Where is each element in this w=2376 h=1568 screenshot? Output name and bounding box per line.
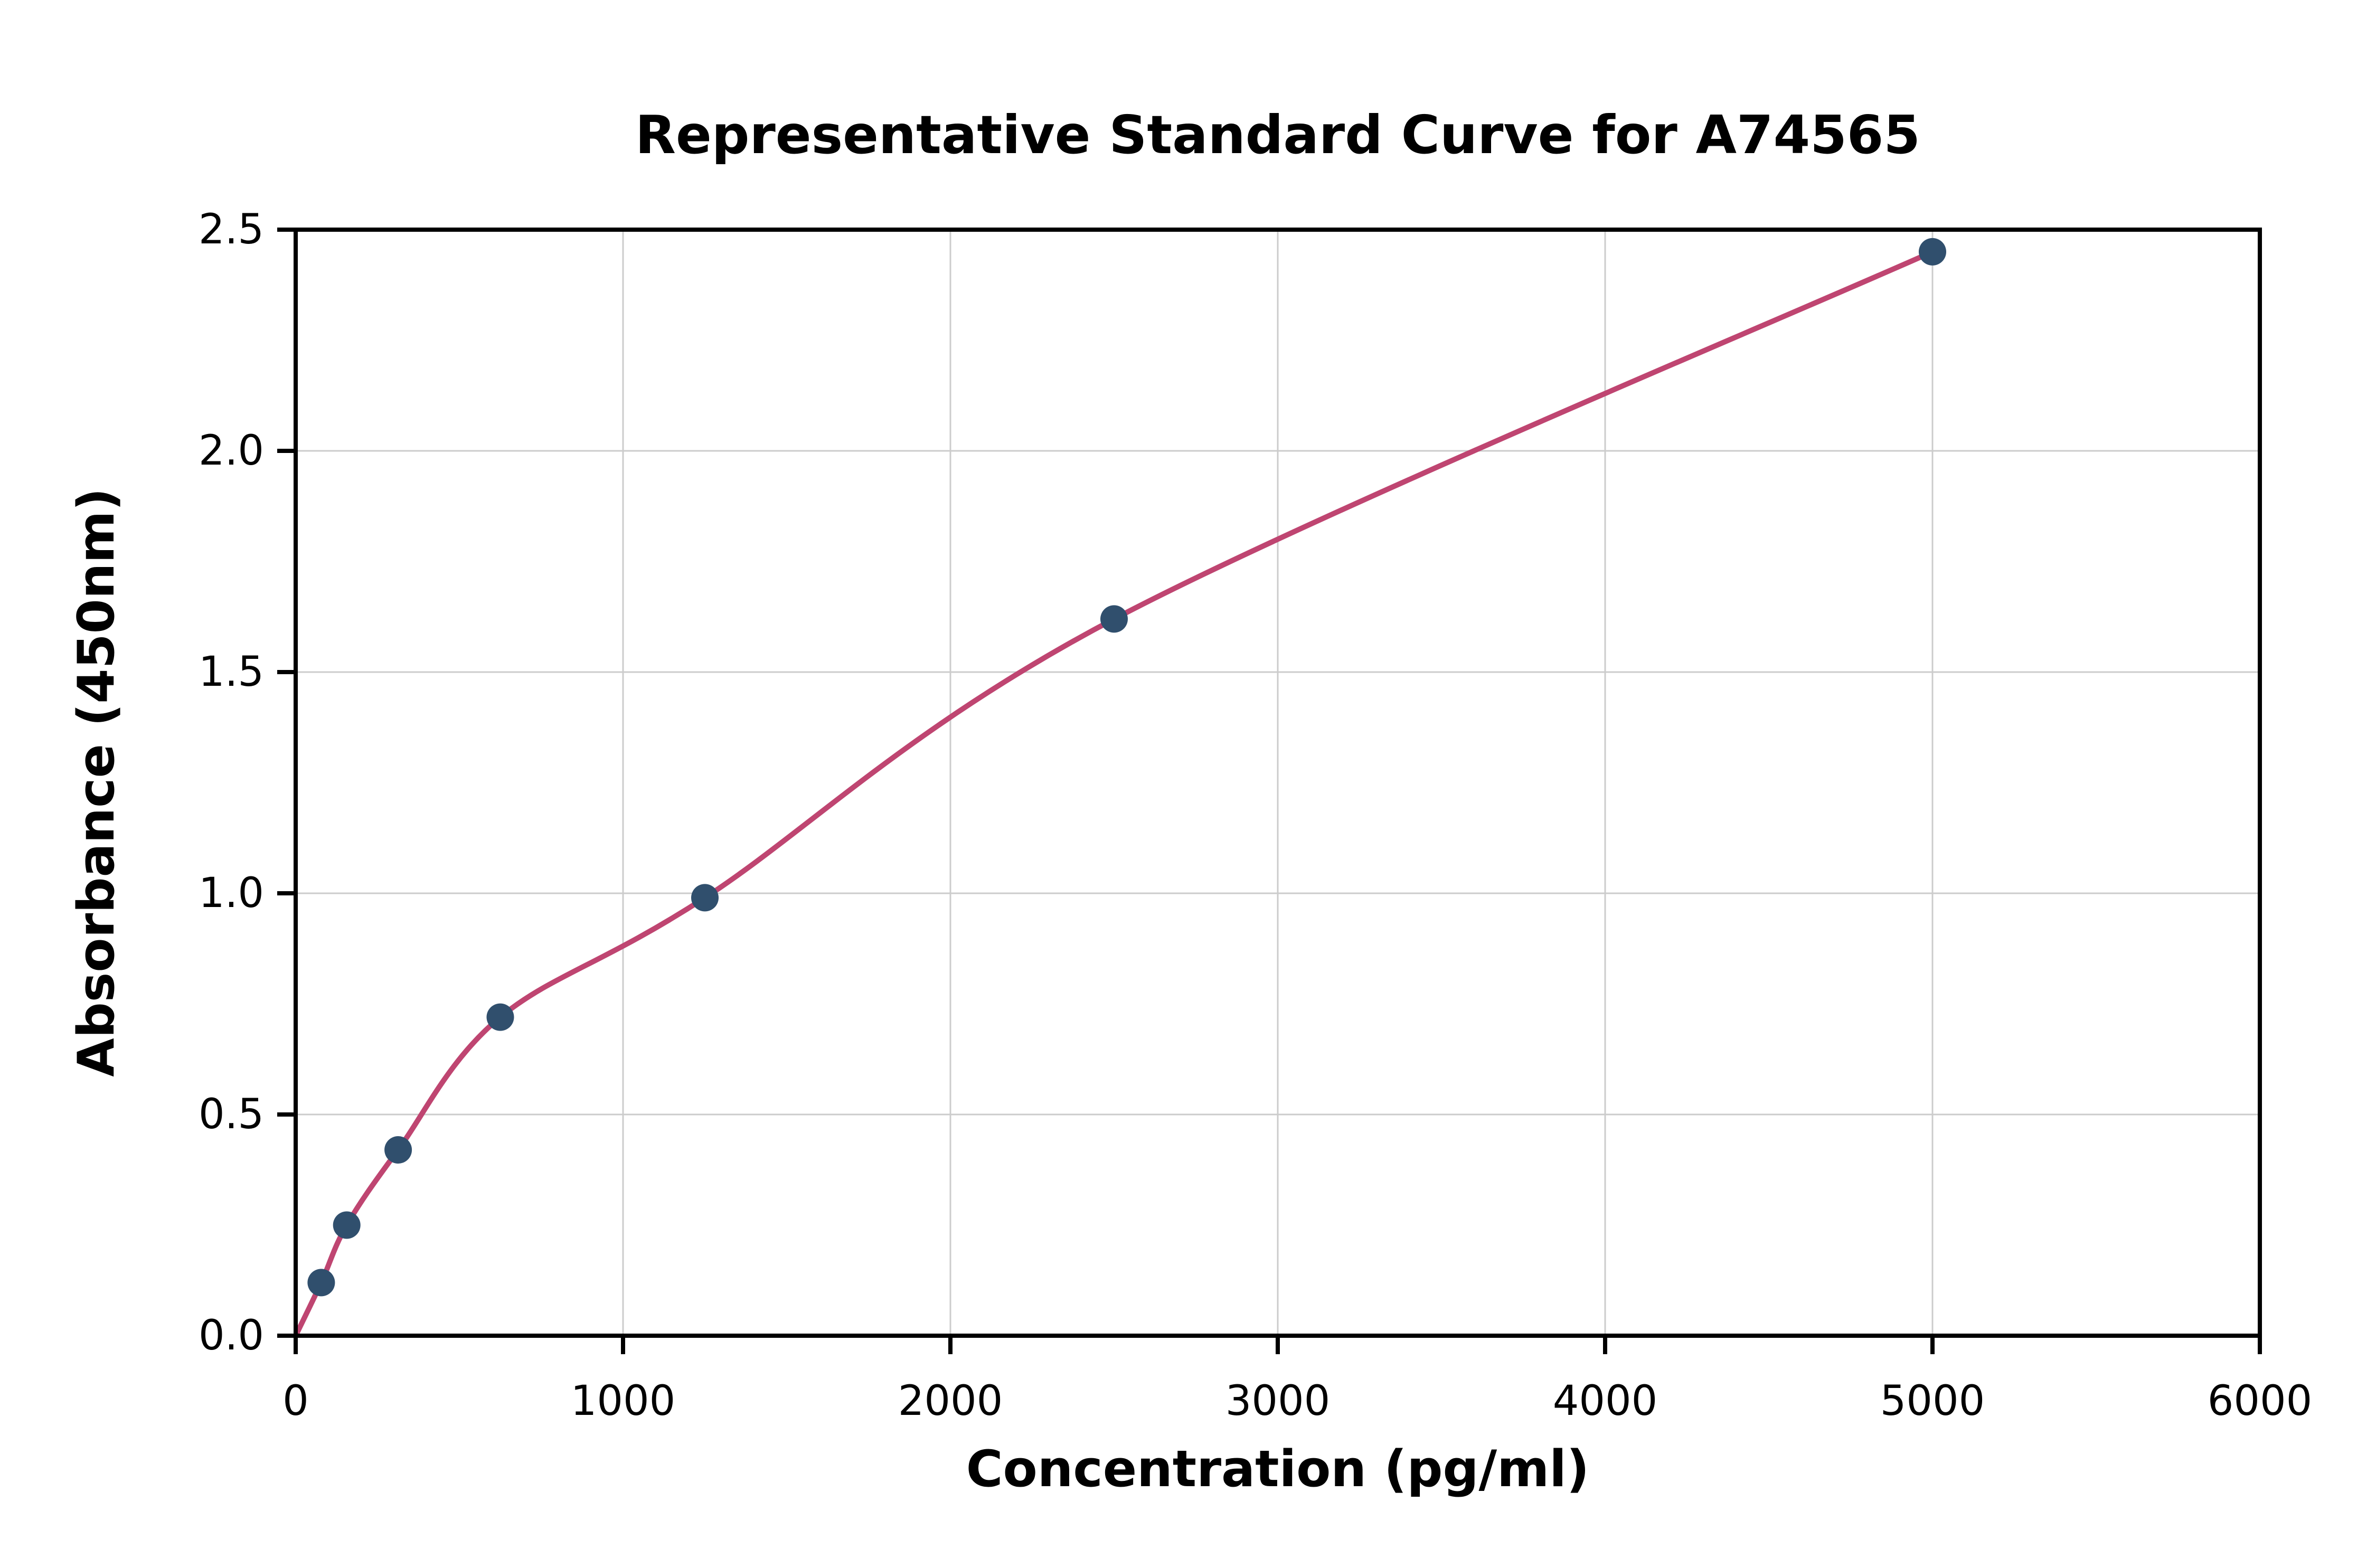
- data-point: [691, 884, 719, 912]
- data-point: [486, 1003, 514, 1031]
- x-tick-label: 1000: [571, 1377, 676, 1425]
- x-tick-label: 6000: [2208, 1377, 2313, 1425]
- x-tick-label: 0: [282, 1377, 309, 1425]
- data-point: [384, 1136, 412, 1164]
- data-point: [1100, 605, 1128, 633]
- data-point: [307, 1269, 335, 1297]
- y-tick-label: 0.5: [199, 1091, 264, 1138]
- data-point: [1919, 238, 1946, 266]
- grid-layer: [295, 229, 2261, 1337]
- x-tick-label: 3000: [1225, 1377, 1331, 1425]
- plot-frame: [294, 228, 2262, 1338]
- x-axis-label: Concentration (pg/ml): [966, 1440, 1589, 1498]
- x-tick-label: 5000: [1880, 1377, 1985, 1425]
- y-tick-label: 1.5: [199, 648, 264, 696]
- y-axis-label: Absorbance (450nm): [68, 488, 126, 1077]
- y-tick-label: 1.0: [199, 870, 264, 917]
- y-tick-label: 2.5: [199, 206, 264, 253]
- data-point: [333, 1211, 361, 1239]
- chart-title: Representative Standard Curve for A74565: [635, 104, 1920, 166]
- standard-curve-line: [293, 249, 1935, 1338]
- y-tick-label: 2.0: [199, 427, 264, 475]
- axes-layer: 0 1000 2000 3000 4000 5000 6000 0.0 0.5 1.0 1.5 2.0…: [199, 206, 2312, 1425]
- x-tick-label: 2000: [898, 1377, 1003, 1425]
- y-tick-label: 0.0: [199, 1312, 264, 1359]
- series-layer: [293, 238, 1946, 1338]
- x-tick-label: 4000: [1553, 1377, 1658, 1425]
